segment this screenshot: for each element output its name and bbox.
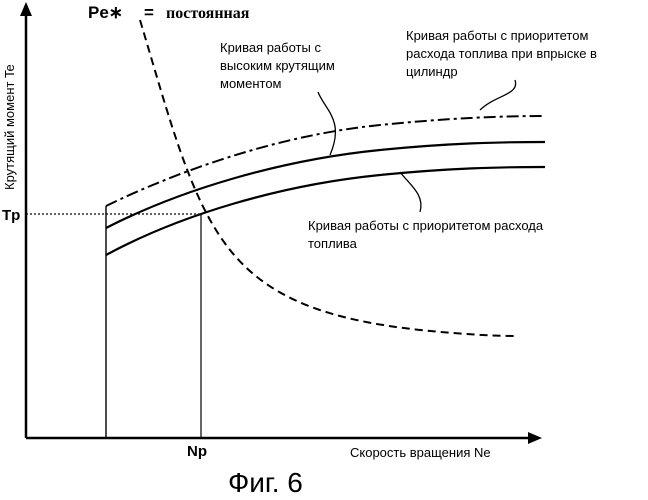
leader-injection xyxy=(479,79,517,111)
label-high-torque-line1: Кривая работы с xyxy=(220,40,321,55)
pe-star-equals: = xyxy=(144,3,154,22)
label-fuel-priority-line1: Кривая работы с приоритетом расхода xyxy=(308,218,544,233)
pe-star-symbol: Pe∗ xyxy=(88,3,123,22)
tick-label-tp: Tp xyxy=(2,207,20,224)
tick-label-np: Np xyxy=(187,443,207,460)
label-injection-line1: Кривая работы с приоритетом xyxy=(406,28,588,43)
y-axis-arrow xyxy=(20,2,32,16)
label-high-torque-line3: моментом xyxy=(220,76,282,91)
fuel-priority-curve xyxy=(105,165,546,256)
leader-high-torque xyxy=(317,91,336,156)
label-injection-line2: расхода топлива при впрыске в xyxy=(406,46,597,61)
y-axis-label: Крутящий момент Te xyxy=(2,64,17,190)
label-fuel-priority-line2: топлива xyxy=(308,236,358,251)
x-axis-arrow xyxy=(528,432,542,444)
leader-fuel-priority xyxy=(399,171,422,213)
label-high-torque-line2: высоким крутящим xyxy=(220,58,335,73)
label-injection-line3: цилиндр xyxy=(406,64,458,79)
injection-priority-curve xyxy=(105,115,546,207)
constant-power-curve xyxy=(139,19,516,337)
x-axis-label: Скорость вращения Ne xyxy=(350,445,491,460)
high-torque-curve xyxy=(105,140,546,229)
pe-star-text: постоянная xyxy=(166,5,250,22)
figure-caption: Фиг. 6 xyxy=(228,467,303,498)
